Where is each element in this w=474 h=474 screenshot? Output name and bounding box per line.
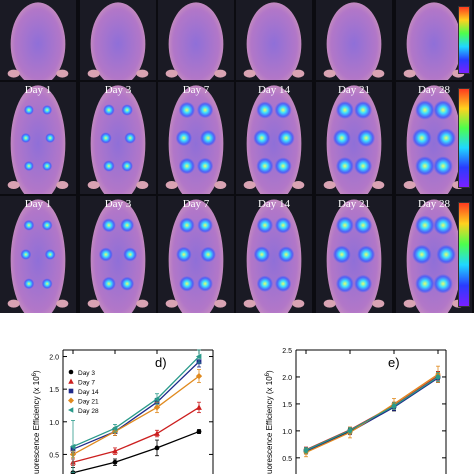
mouse-panel: Day 14: [236, 82, 312, 194]
data-point: [435, 374, 441, 380]
series-line: [72, 406, 200, 463]
day-label: Day 14: [257, 198, 291, 210]
mouse-panel: [236, 0, 312, 80]
imaging-row-middle: Day 1 Day 3 Day 7 Day 14 Day 21 Day 28: [0, 82, 474, 194]
mouse-panel: Day 7: [158, 196, 234, 313]
mouse-panel: [80, 0, 156, 80]
y-axis-label-text: uorescence Efficiency (x 10: [32, 376, 41, 474]
series-line: [72, 356, 200, 448]
colorbar: [458, 88, 470, 188]
data-point: [112, 448, 118, 454]
data-point: [69, 443, 76, 450]
mouse-panel: [158, 0, 234, 80]
day-label: Day 1: [24, 84, 52, 96]
day-label: Day 3: [104, 84, 132, 96]
series-line: [72, 361, 200, 450]
y-tick-label: 0.5: [282, 456, 292, 463]
y-axis-label-text: uorescence Efficiency (x 10: [265, 376, 274, 474]
data-point: [347, 427, 353, 433]
legend-label: Day 28: [78, 408, 99, 415]
mouse-panel: Day 1: [0, 196, 76, 313]
day-label: Day 3: [104, 198, 132, 210]
mouse-panel: Day 7: [158, 82, 234, 194]
y-tick-label: 0.5: [49, 452, 59, 459]
panel-label: e): [388, 355, 400, 370]
y-tick-label: 2.0: [282, 375, 292, 382]
data-point: [154, 445, 160, 451]
mouse-panel: [0, 0, 76, 80]
mouse-panel: Day 21: [316, 196, 392, 313]
data-point: [68, 407, 74, 413]
series-line: [305, 376, 439, 451]
mouse-panel: [396, 0, 472, 80]
y-axis-label: uorescence Efficiency (x 106): [265, 370, 274, 474]
mouse-panel: Day 3: [80, 82, 156, 194]
series-line: [72, 375, 200, 455]
y-tick-label: 1.5: [282, 402, 292, 409]
y-tick-label: 2.5: [282, 348, 292, 355]
data-point: [112, 459, 118, 465]
day-label: Day 28: [417, 84, 451, 96]
data-point: [68, 388, 74, 394]
series-line: [305, 377, 439, 452]
imaging-row-bottom: Day 1 Day 3 Day 7 Day 14 Day 21 Day 28: [0, 196, 474, 313]
day-label: Day 7: [182, 198, 210, 210]
y-tick-label: 1.0: [49, 420, 59, 427]
y-axis-label-close: ): [265, 370, 274, 373]
mouse-panel: Day 21: [316, 82, 392, 194]
series-line: [72, 430, 200, 474]
data-point: [111, 425, 118, 432]
chart-d: 0.5 1.0 1.5 2.0 uorescence Efficiency (x 106…: [32, 349, 214, 474]
colorbar: [458, 202, 470, 307]
y-tick-label: 1.5: [49, 387, 59, 394]
data-point: [195, 353, 202, 360]
y-axis-label: uorescence Efficiency (x 106): [32, 370, 41, 474]
legend-label: Day 14: [78, 389, 99, 396]
legend-label: Day 7: [78, 380, 95, 387]
data-point: [153, 396, 160, 402]
data-point: [196, 404, 202, 410]
y-axis-label-exponent: 6: [32, 372, 38, 376]
colorbar: [458, 6, 470, 74]
imaging-row-top: [0, 0, 474, 80]
data-point: [196, 429, 202, 434]
y-axis-label-close: ): [32, 370, 41, 373]
day-label: Day 14: [257, 84, 291, 96]
data-point: [154, 430, 160, 436]
mouse-panel: [316, 0, 392, 80]
y-tick-label: 1.0: [282, 429, 292, 436]
chart-e: 0.5 1.0 1.5 2.0 2.5 uorescence Efficiency (x …: [265, 348, 447, 474]
data-point: [68, 397, 74, 404]
mouse-panel: Day 28: [396, 82, 472, 194]
y-tick-label: 2.0: [49, 355, 59, 362]
day-label: Day 28: [417, 198, 451, 210]
mouse-panel: Day 28: [396, 196, 472, 313]
mouse-panel: Day 1: [0, 82, 76, 194]
legend-label: Day 3: [78, 370, 95, 377]
day-label: Day 21: [337, 84, 371, 96]
data-point: [303, 447, 309, 453]
data-point: [153, 404, 161, 411]
mouse-panel: Day 3: [80, 196, 156, 313]
day-label: Day 1: [24, 198, 52, 210]
mouse-panel: Day 14: [236, 196, 312, 313]
y-axis-label-exponent: 6: [265, 372, 271, 376]
day-label: Day 21: [337, 198, 371, 210]
day-label: Day 7: [182, 84, 210, 96]
data-point: [68, 369, 74, 375]
data-point: [68, 378, 74, 384]
panel-label: d): [155, 355, 167, 370]
legend-label: Day 21: [78, 399, 99, 406]
data-point: [391, 403, 397, 409]
